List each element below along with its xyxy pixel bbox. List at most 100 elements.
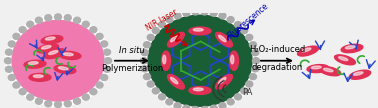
Circle shape — [8, 41, 15, 47]
Ellipse shape — [215, 74, 232, 89]
Circle shape — [174, 13, 181, 19]
Ellipse shape — [24, 60, 46, 68]
Circle shape — [64, 15, 71, 21]
Circle shape — [141, 58, 147, 64]
Circle shape — [8, 74, 15, 81]
Circle shape — [142, 10, 258, 108]
Circle shape — [159, 22, 166, 28]
Circle shape — [246, 81, 253, 87]
Ellipse shape — [41, 36, 63, 44]
Circle shape — [234, 94, 242, 100]
Ellipse shape — [45, 37, 55, 40]
Text: H₂O₂-induced: H₂O₂-induced — [249, 45, 305, 54]
Circle shape — [183, 10, 190, 16]
Circle shape — [96, 82, 103, 88]
Circle shape — [144, 74, 150, 80]
Ellipse shape — [59, 51, 81, 60]
Circle shape — [5, 49, 12, 55]
Text: Fluorescence: Fluorescence — [226, 1, 270, 40]
Ellipse shape — [42, 46, 51, 49]
Circle shape — [27, 21, 34, 27]
Circle shape — [101, 74, 108, 81]
Ellipse shape — [218, 35, 226, 42]
Ellipse shape — [193, 88, 203, 91]
Text: PA: PA — [242, 88, 253, 97]
Ellipse shape — [345, 46, 355, 49]
Ellipse shape — [189, 87, 211, 94]
Circle shape — [183, 105, 190, 108]
Circle shape — [219, 13, 226, 19]
Circle shape — [192, 9, 199, 15]
Circle shape — [36, 17, 42, 23]
Circle shape — [159, 94, 166, 100]
Circle shape — [227, 99, 234, 105]
Circle shape — [45, 101, 52, 107]
Circle shape — [201, 9, 208, 15]
Circle shape — [54, 14, 62, 20]
Ellipse shape — [353, 72, 363, 75]
Ellipse shape — [339, 57, 348, 61]
Ellipse shape — [215, 32, 232, 47]
Circle shape — [249, 74, 256, 80]
Circle shape — [36, 98, 42, 104]
Circle shape — [104, 58, 112, 64]
Circle shape — [90, 89, 97, 95]
Circle shape — [166, 99, 173, 105]
Ellipse shape — [218, 77, 226, 84]
Ellipse shape — [37, 44, 59, 53]
Circle shape — [219, 103, 226, 108]
Text: Polymerization: Polymerization — [101, 64, 163, 73]
Ellipse shape — [324, 68, 333, 72]
Ellipse shape — [170, 35, 178, 42]
Circle shape — [234, 22, 242, 28]
Circle shape — [101, 41, 108, 47]
Ellipse shape — [341, 44, 363, 53]
Ellipse shape — [297, 46, 318, 56]
Circle shape — [82, 21, 89, 27]
Circle shape — [54, 101, 62, 108]
Circle shape — [19, 89, 26, 95]
Circle shape — [252, 66, 259, 72]
Circle shape — [45, 15, 52, 21]
Circle shape — [27, 94, 34, 100]
Circle shape — [13, 33, 20, 39]
Circle shape — [104, 66, 110, 72]
Ellipse shape — [163, 55, 166, 64]
Ellipse shape — [335, 55, 355, 65]
Circle shape — [96, 33, 103, 39]
Text: In situ: In situ — [119, 46, 145, 56]
Ellipse shape — [54, 65, 76, 74]
Circle shape — [246, 34, 253, 40]
Circle shape — [174, 103, 181, 108]
Ellipse shape — [229, 51, 239, 70]
Ellipse shape — [29, 73, 51, 81]
Circle shape — [74, 17, 81, 23]
Circle shape — [82, 94, 89, 100]
Circle shape — [249, 42, 256, 48]
Circle shape — [152, 88, 159, 94]
Circle shape — [64, 101, 71, 107]
Circle shape — [152, 28, 159, 34]
Text: degradation: degradation — [251, 63, 303, 72]
Circle shape — [147, 81, 154, 87]
Circle shape — [141, 66, 148, 72]
Circle shape — [253, 58, 260, 64]
Circle shape — [241, 28, 248, 34]
Circle shape — [227, 17, 234, 23]
Ellipse shape — [167, 74, 184, 89]
Ellipse shape — [193, 28, 203, 31]
Ellipse shape — [28, 62, 38, 64]
Circle shape — [147, 34, 154, 40]
Ellipse shape — [231, 55, 234, 64]
Ellipse shape — [33, 75, 43, 78]
Ellipse shape — [45, 49, 65, 59]
Ellipse shape — [349, 70, 371, 79]
Circle shape — [144, 42, 150, 48]
Ellipse shape — [167, 32, 184, 47]
Ellipse shape — [58, 67, 68, 70]
Ellipse shape — [161, 51, 170, 70]
Circle shape — [166, 17, 173, 23]
Circle shape — [104, 49, 110, 55]
Circle shape — [12, 20, 104, 101]
Circle shape — [5, 66, 12, 72]
